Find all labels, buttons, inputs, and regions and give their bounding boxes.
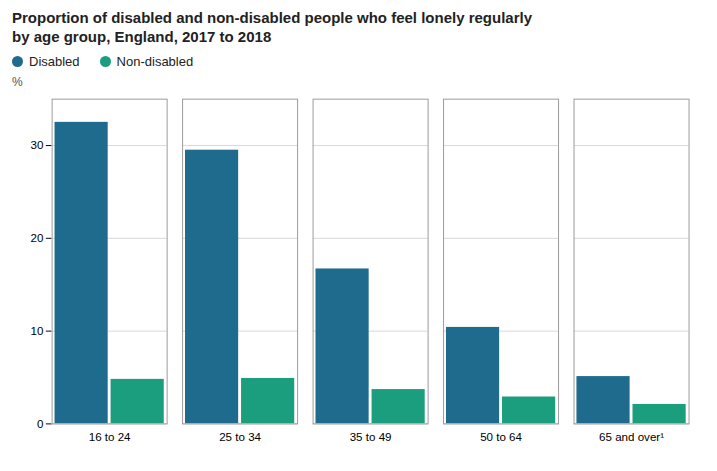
svg-text:10: 10 [31,325,44,337]
svg-text:20: 20 [31,232,44,244]
svg-text:16 to 24: 16 to 24 [89,431,131,443]
svg-text:35 to 49: 35 to 49 [350,431,392,443]
svg-text:25 to 34: 25 to 34 [219,431,261,443]
svg-text:65 and over¹: 65 and over¹ [599,431,664,443]
html-text:Non-disabled: Non-disabled [116,54,194,69]
html-text:by age group, England, 2017 to: by age group, England, 2017 to 2018 [12,28,272,45]
svg-text:50 to 64: 50 to 64 [480,431,522,443]
html-text:Proportion of disabled and non: Proportion of disabled and non-disabled … [12,9,533,26]
html-text:Disabled: Disabled [29,54,80,69]
svg-text:0: 0 [37,418,43,430]
svg-text:30: 30 [31,139,44,151]
